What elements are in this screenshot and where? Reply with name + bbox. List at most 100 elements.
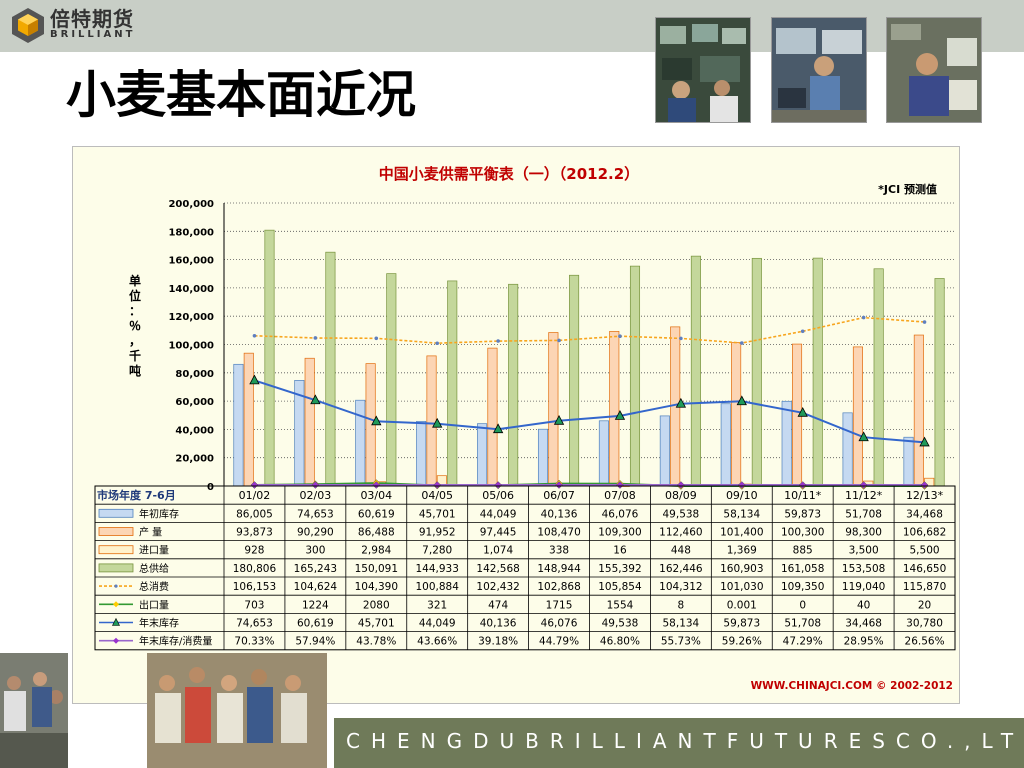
chart-title: 中国小麦供需平衡表（一）（2012.2） bbox=[379, 165, 639, 183]
data-label: 59,873 bbox=[784, 508, 821, 520]
legend-key-0 bbox=[98, 508, 134, 518]
table-row-header: 市场年度 7-6月 bbox=[97, 488, 176, 502]
data-label: 144,933 bbox=[415, 563, 458, 575]
bar-1-10 bbox=[852, 346, 863, 487]
y-axis-label-char: ％ bbox=[129, 319, 141, 333]
legend-label-1: 产 量 bbox=[139, 526, 162, 539]
data-label: 180,806 bbox=[233, 563, 277, 575]
x-tick-label: 03/04 bbox=[360, 489, 392, 502]
data-label: 153,508 bbox=[842, 563, 885, 575]
data-label: 51,708 bbox=[845, 508, 882, 520]
data-label: 160,903 bbox=[720, 563, 763, 575]
data-label: 44.79% bbox=[539, 636, 579, 648]
line-point-3-2 bbox=[372, 481, 381, 489]
line-point-3-1 bbox=[311, 481, 320, 489]
line-point-0-7 bbox=[679, 336, 683, 341]
bar-1-4 bbox=[487, 347, 498, 487]
data-label: 2,984 bbox=[361, 545, 391, 557]
data-label: 142,568 bbox=[476, 563, 519, 575]
data-label: 74,653 bbox=[236, 618, 273, 630]
line-point-3-6 bbox=[616, 481, 624, 489]
brand-logo: 倍特期货 BRILLIANT bbox=[10, 6, 135, 44]
line-point-2-0 bbox=[249, 374, 260, 385]
data-label: 119,040 bbox=[842, 581, 885, 593]
data-label: 60,619 bbox=[358, 508, 395, 520]
bar-3-1 bbox=[325, 251, 336, 487]
data-label: 106,682 bbox=[903, 527, 946, 539]
data-label: 51,708 bbox=[784, 618, 821, 630]
chart-frame: 中国小麦供需平衡表（一）（2012.2） *JCI 预测值单位：％，千吨 0 20,0… bbox=[72, 146, 960, 704]
data-label: 97,445 bbox=[480, 527, 517, 539]
line-point-2-11 bbox=[919, 436, 930, 447]
data-label: 91,952 bbox=[419, 527, 456, 539]
line-point-3-5 bbox=[555, 481, 563, 489]
trading-floor-photo-1 bbox=[655, 17, 751, 123]
line-series-0 bbox=[254, 316, 925, 345]
data-label: 109,350 bbox=[781, 581, 824, 593]
x-tick-label: 06/07 bbox=[543, 489, 575, 502]
line-point-3-3 bbox=[433, 481, 442, 489]
data-label: 100,300 bbox=[781, 527, 824, 539]
data-label: 155,392 bbox=[598, 563, 641, 575]
line-point-0-0 bbox=[252, 333, 257, 338]
data-label: 49,538 bbox=[602, 618, 639, 630]
data-label: 1,074 bbox=[483, 545, 513, 557]
line-point-3-11 bbox=[920, 481, 929, 489]
y-tick-label: 80,000 bbox=[175, 369, 214, 380]
data-label: 40 bbox=[857, 599, 870, 611]
data-label: 49,538 bbox=[663, 508, 700, 520]
data-label: 40,136 bbox=[480, 618, 517, 630]
line-point-3-8 bbox=[737, 481, 746, 489]
legend-label-0: 年初库存 bbox=[139, 507, 179, 520]
data-label: 34,468 bbox=[845, 618, 882, 630]
data-label: 28.95% bbox=[844, 636, 884, 648]
x-tick-label: 04/05 bbox=[421, 489, 453, 502]
data-label: 474 bbox=[488, 599, 508, 611]
x-tick-label: 09/10 bbox=[726, 489, 758, 502]
line-point-0-1 bbox=[313, 336, 318, 340]
data-label: 57.94% bbox=[295, 636, 335, 648]
y-tick-label: 120,000 bbox=[168, 312, 214, 323]
bar-1-1 bbox=[304, 357, 315, 487]
bar-0-8 bbox=[720, 403, 731, 487]
data-label: 1715 bbox=[546, 599, 573, 611]
y-tick-label: 60,000 bbox=[175, 397, 214, 408]
data-label: 47.29% bbox=[783, 636, 823, 648]
brand-name-cn: 倍特期货 bbox=[50, 7, 134, 31]
data-label: 1554 bbox=[607, 599, 634, 611]
data-label: 60,619 bbox=[297, 618, 334, 630]
x-tick-label: 05/06 bbox=[482, 489, 514, 502]
data-label: 102,432 bbox=[476, 581, 519, 593]
data-label: 16 bbox=[613, 545, 627, 557]
data-label: 1,369 bbox=[727, 545, 757, 557]
data-label: 86,488 bbox=[358, 527, 395, 539]
line-point-0-9 bbox=[800, 329, 805, 334]
bar-0-11 bbox=[903, 436, 914, 487]
bar-1-0 bbox=[243, 352, 254, 487]
data-label: 86,005 bbox=[236, 508, 273, 520]
cube-logo-icon bbox=[12, 8, 44, 43]
data-label: 300 bbox=[305, 545, 325, 557]
bar-3-2 bbox=[386, 273, 397, 487]
line-point-3-7 bbox=[677, 481, 685, 489]
bar-3-9 bbox=[812, 257, 823, 487]
data-label: 39.18% bbox=[478, 636, 518, 648]
data-label: 1224 bbox=[302, 599, 329, 611]
line-point-0-3 bbox=[435, 341, 440, 346]
x-tick-label: 12/13* bbox=[906, 489, 944, 502]
bar-0-4 bbox=[477, 423, 488, 487]
data-label: 100,884 bbox=[415, 581, 459, 593]
chart-note: *JCI 预测值 bbox=[878, 182, 937, 196]
legend-marker-4 bbox=[114, 584, 118, 588]
legend-marker-5 bbox=[113, 601, 119, 608]
line-point-3-10 bbox=[859, 481, 868, 489]
line-point-3-4 bbox=[494, 481, 502, 489]
data-label: 321 bbox=[427, 599, 447, 611]
data-label: 109,300 bbox=[598, 527, 641, 539]
bar-0-2 bbox=[355, 399, 366, 487]
data-label: 59.26% bbox=[722, 636, 762, 648]
page-title: 小麦基本面近况 bbox=[66, 65, 416, 124]
line-point-3-9 bbox=[798, 481, 807, 489]
line-point-2-1 bbox=[310, 394, 321, 405]
